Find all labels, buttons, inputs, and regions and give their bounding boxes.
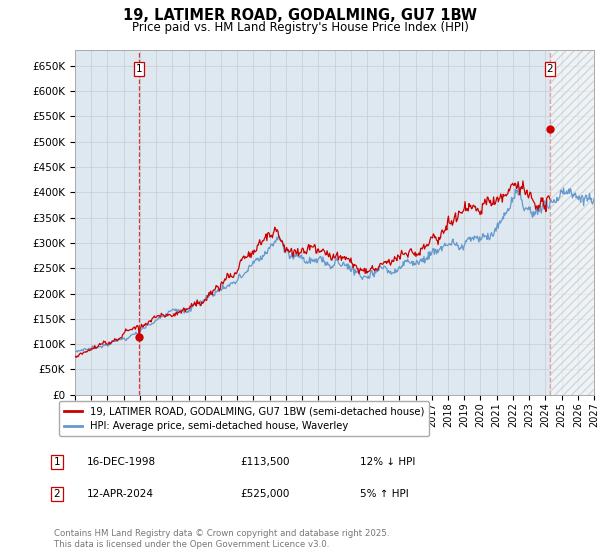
Text: Contains HM Land Registry data © Crown copyright and database right 2025.
This d: Contains HM Land Registry data © Crown c… bbox=[54, 529, 389, 549]
Legend: 19, LATIMER ROAD, GODALMING, GU7 1BW (semi-detached house), HPI: Average price, : 19, LATIMER ROAD, GODALMING, GU7 1BW (se… bbox=[59, 402, 430, 436]
Text: 12-APR-2024: 12-APR-2024 bbox=[87, 489, 154, 499]
Text: 12% ↓ HPI: 12% ↓ HPI bbox=[360, 457, 415, 467]
Text: 1: 1 bbox=[136, 64, 143, 74]
Text: 2: 2 bbox=[53, 489, 61, 499]
Text: 1: 1 bbox=[53, 457, 61, 467]
Text: 16-DEC-1998: 16-DEC-1998 bbox=[87, 457, 156, 467]
Text: 5% ↑ HPI: 5% ↑ HPI bbox=[360, 489, 409, 499]
Text: £525,000: £525,000 bbox=[240, 489, 289, 499]
Text: 19, LATIMER ROAD, GODALMING, GU7 1BW: 19, LATIMER ROAD, GODALMING, GU7 1BW bbox=[123, 8, 477, 24]
Text: 2: 2 bbox=[547, 64, 553, 74]
Text: £113,500: £113,500 bbox=[240, 457, 290, 467]
Text: Price paid vs. HM Land Registry's House Price Index (HPI): Price paid vs. HM Land Registry's House … bbox=[131, 21, 469, 34]
